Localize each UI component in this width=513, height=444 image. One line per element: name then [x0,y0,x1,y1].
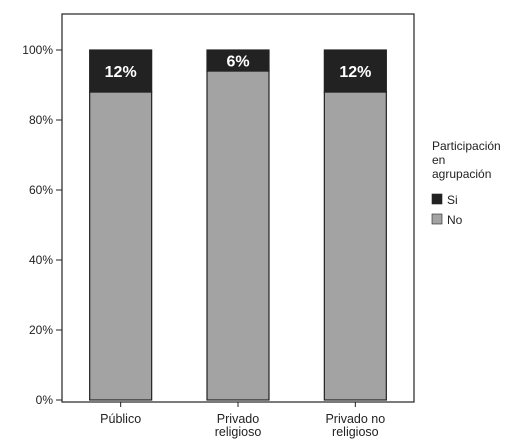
y-tick-label: 20% [29,323,53,337]
y-tick-label: 40% [29,253,53,267]
data-label: 6% [226,54,249,71]
legend-label-si: Si [447,193,458,207]
x-axis: Público Privado religioso Privado no religio… [100,402,385,439]
legend: Participación en agrupación Si No [431,139,501,227]
y-tick-label: 100% [22,43,53,57]
y-tick-label: 0% [36,393,54,407]
y-tick-label: 80% [29,113,53,127]
category-label: Privado no religioso [325,412,385,439]
bar-segment-si [323,49,387,93]
bar-segment-no [89,91,153,401]
bar-segment-si [206,49,270,72]
legend-title: Participación en agrupación [432,139,501,181]
bar-segment-no [206,70,270,401]
bars: 12% 6% 12% [89,49,387,401]
y-tick-label: 60% [29,183,53,197]
bar-segment-no [323,91,387,401]
bar-segment-si [89,49,153,93]
legend-label-no: No [447,213,463,227]
category-label: Privado religioso [215,412,262,439]
data-label: 12% [105,64,137,81]
category-label: Público [100,412,141,426]
data-label: 12% [339,64,371,81]
legend-swatch-si [431,193,443,205]
y-axis: 0% 20% 40% 60% 80% 100% [22,43,62,407]
legend-swatch-no [431,213,443,225]
